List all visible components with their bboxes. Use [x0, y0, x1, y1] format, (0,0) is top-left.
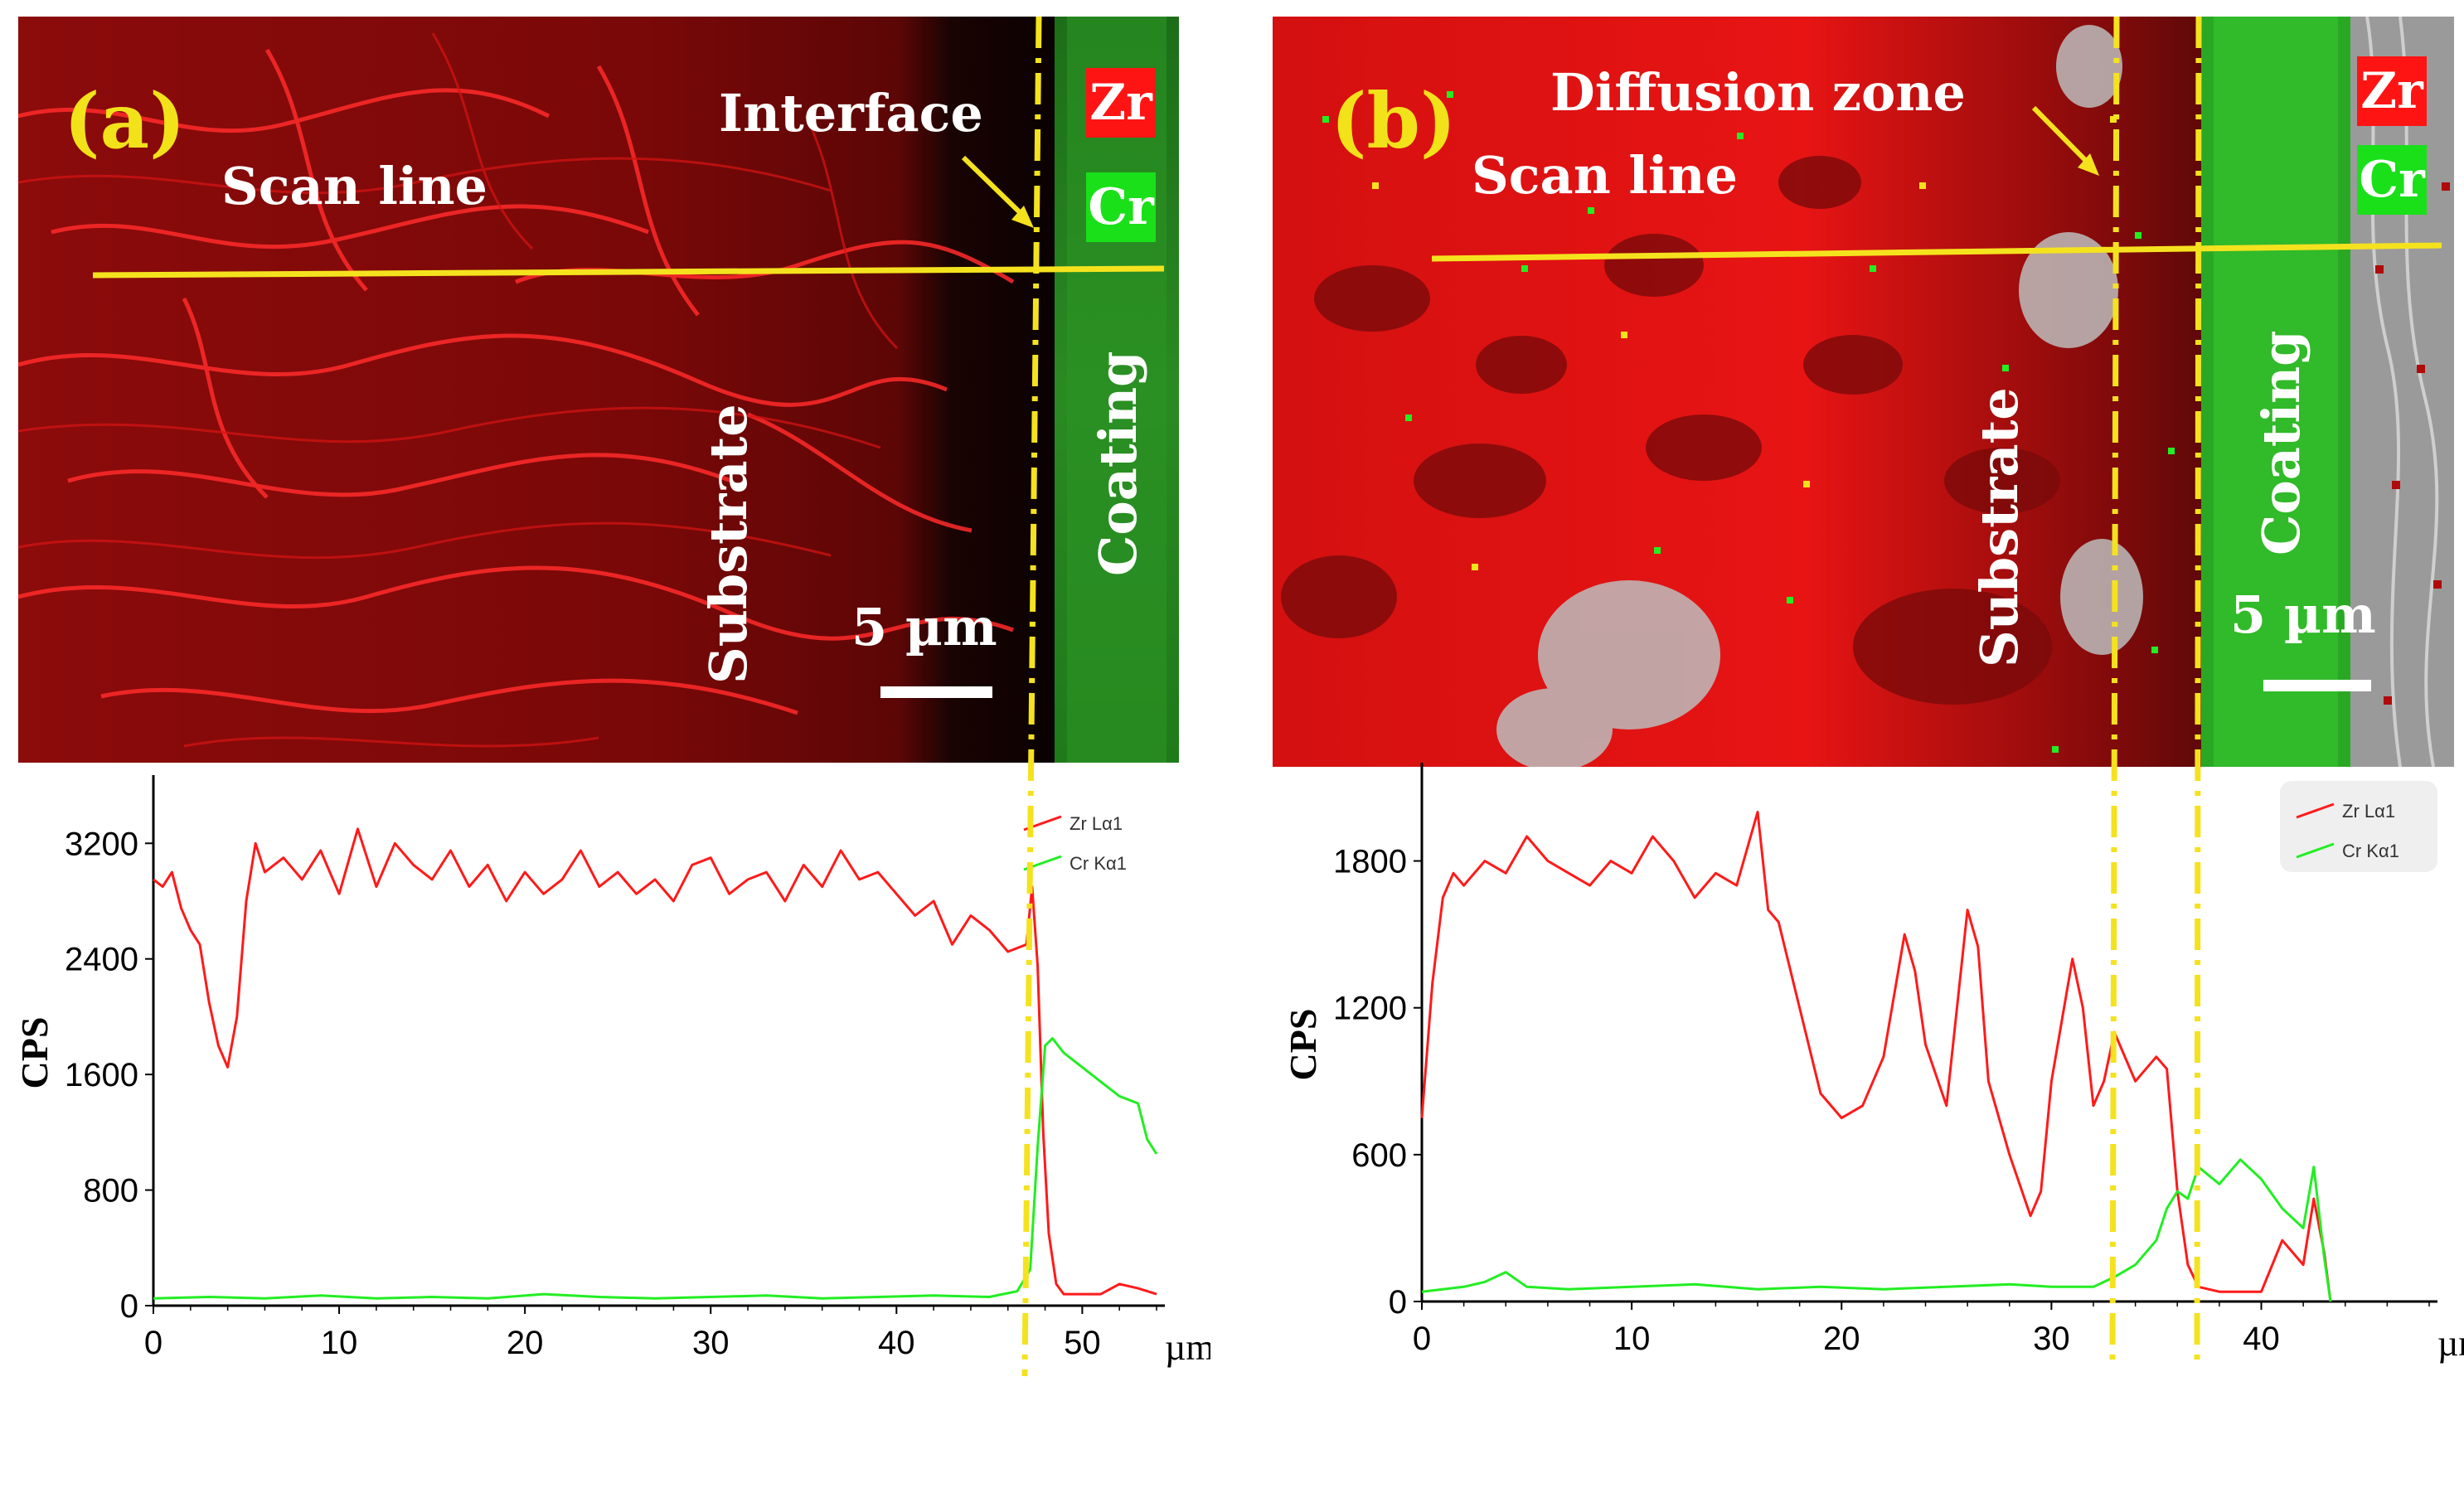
legend-label-zr: Zr Lα1: [1070, 813, 1123, 834]
legend-swatch-zr: [2296, 802, 2335, 819]
legend-swatch-zr: [1023, 815, 1062, 831]
panel-a-interface-arrow: [961, 155, 1026, 218]
x-tick-label: 40: [878, 1325, 915, 1361]
panel-a-scale-label: 5 µm: [851, 597, 997, 657]
legend-cr-box-a: Cr: [1086, 172, 1156, 242]
legend-cr-a: Cr: [1088, 178, 1154, 236]
series-line-zr: [1420, 811, 2332, 1302]
x-tick-label: 30: [692, 1325, 730, 1361]
x-tick-label: 0: [1413, 1321, 1431, 1357]
chart-b: 0 600 1200 1800 0 10 20 30 40 CPS µm Zr Lα1 Cr Kα1: [1282, 763, 2464, 1364]
x-tick-label: 20: [507, 1325, 544, 1361]
legend-zr-a: Zr: [1089, 74, 1152, 132]
legend-label-cr: Cr Kα1: [1070, 853, 1127, 874]
panel-a-letter: (a): [64, 76, 186, 166]
panel-a-substrate-label: Substrate: [698, 404, 759, 684]
legend-cr-b: Cr: [2359, 151, 2425, 209]
x-axis-label: µm: [2437, 1323, 2464, 1364]
x-tick-label: 50: [1064, 1325, 1101, 1361]
y-tick-label: 1200: [1333, 991, 1407, 1027]
series-line-cr: [153, 1037, 1158, 1300]
legend-label-zr: Zr Lα1: [2342, 801, 2395, 822]
panel-b-scan-line: [1431, 105, 2442, 262]
legend-zr-box-b: Zr: [2357, 56, 2427, 126]
y-tick-label: 600: [1351, 1137, 1407, 1174]
y-axis-label: CPS: [1282, 1009, 1324, 1081]
panel-b-scan-label: Scan line: [1472, 145, 1738, 206]
panel-a-scale-bar: [880, 686, 992, 698]
panel-b-eds-map: (b) Scan line Diffusion zone Zr Cr Subst…: [1273, 17, 2454, 767]
panel-b-diffusion-label: Diffusion zone: [1550, 62, 1966, 123]
legend-cr-box-b: Cr: [2357, 145, 2427, 215]
x-tick-label: 30: [2033, 1321, 2070, 1357]
x-tick-label: 20: [1823, 1321, 1860, 1357]
panel-b: (b) Scan line Diffusion zone Zr Cr Subst…: [1235, 0, 2464, 1493]
legend-label-cr: Cr Kα1: [2342, 841, 2399, 861]
panel-a-scan-label: Scan line: [221, 156, 487, 216]
panel-a-scan-line: [92, 155, 1165, 279]
panel-a: (a) Scan line Interface Zr Cr Substrate …: [0, 0, 1210, 1493]
y-tick-label: 0: [120, 1288, 138, 1325]
series-line-cr: [1421, 1158, 2332, 1302]
legend-zr-b: Zr: [2360, 62, 2423, 120]
panel-a-interface-label: Interface: [719, 83, 983, 143]
series-line-zr: [153, 827, 1157, 1296]
x-tick-label: 10: [321, 1325, 358, 1361]
panel-b-coating-label: Coating: [2251, 330, 2311, 556]
legend-zr-box-a: Zr: [1086, 68, 1156, 138]
x-tick-label: 0: [144, 1325, 162, 1361]
panel-a-coating-label: Coating: [1088, 351, 1148, 577]
x-axis-label: µm: [1165, 1327, 1210, 1368]
panel-b-map-graphic: [1273, 17, 2454, 767]
panel-b-diffusion-arrow: [2031, 105, 2092, 167]
panel-b-scale-label: 5 µm: [2230, 584, 2376, 645]
y-axis-label: CPS: [13, 1017, 56, 1089]
panel-b-substrate-label: Substrate: [1969, 387, 2030, 667]
panel-b-letter: (b): [1331, 76, 1457, 166]
chart-a: 0 800 1600 2400 3200 0 10 20 30 40 50 CPS µm Zr Lα1 Cr…: [13, 775, 1210, 1368]
y-tick-label: 1800: [1333, 844, 1407, 880]
y-tick-label: 0: [1389, 1284, 1407, 1321]
legend-swatch-cr: [1023, 855, 1062, 871]
panel-b-scale-bar: [2263, 680, 2371, 691]
legend-swatch-cr: [2296, 842, 2335, 859]
y-tick-label: 1600: [65, 1057, 138, 1093]
x-tick-label: 10: [1613, 1321, 1651, 1357]
y-tick-label: 3200: [65, 826, 138, 862]
y-tick-label: 2400: [65, 942, 138, 978]
y-tick-label: 800: [83, 1173, 138, 1209]
panel-a-eds-map: (a) Scan line Interface Zr Cr Substrate …: [18, 17, 1179, 763]
x-tick-label: 40: [2243, 1321, 2280, 1357]
panel-a-map-graphic: [18, 17, 1179, 763]
